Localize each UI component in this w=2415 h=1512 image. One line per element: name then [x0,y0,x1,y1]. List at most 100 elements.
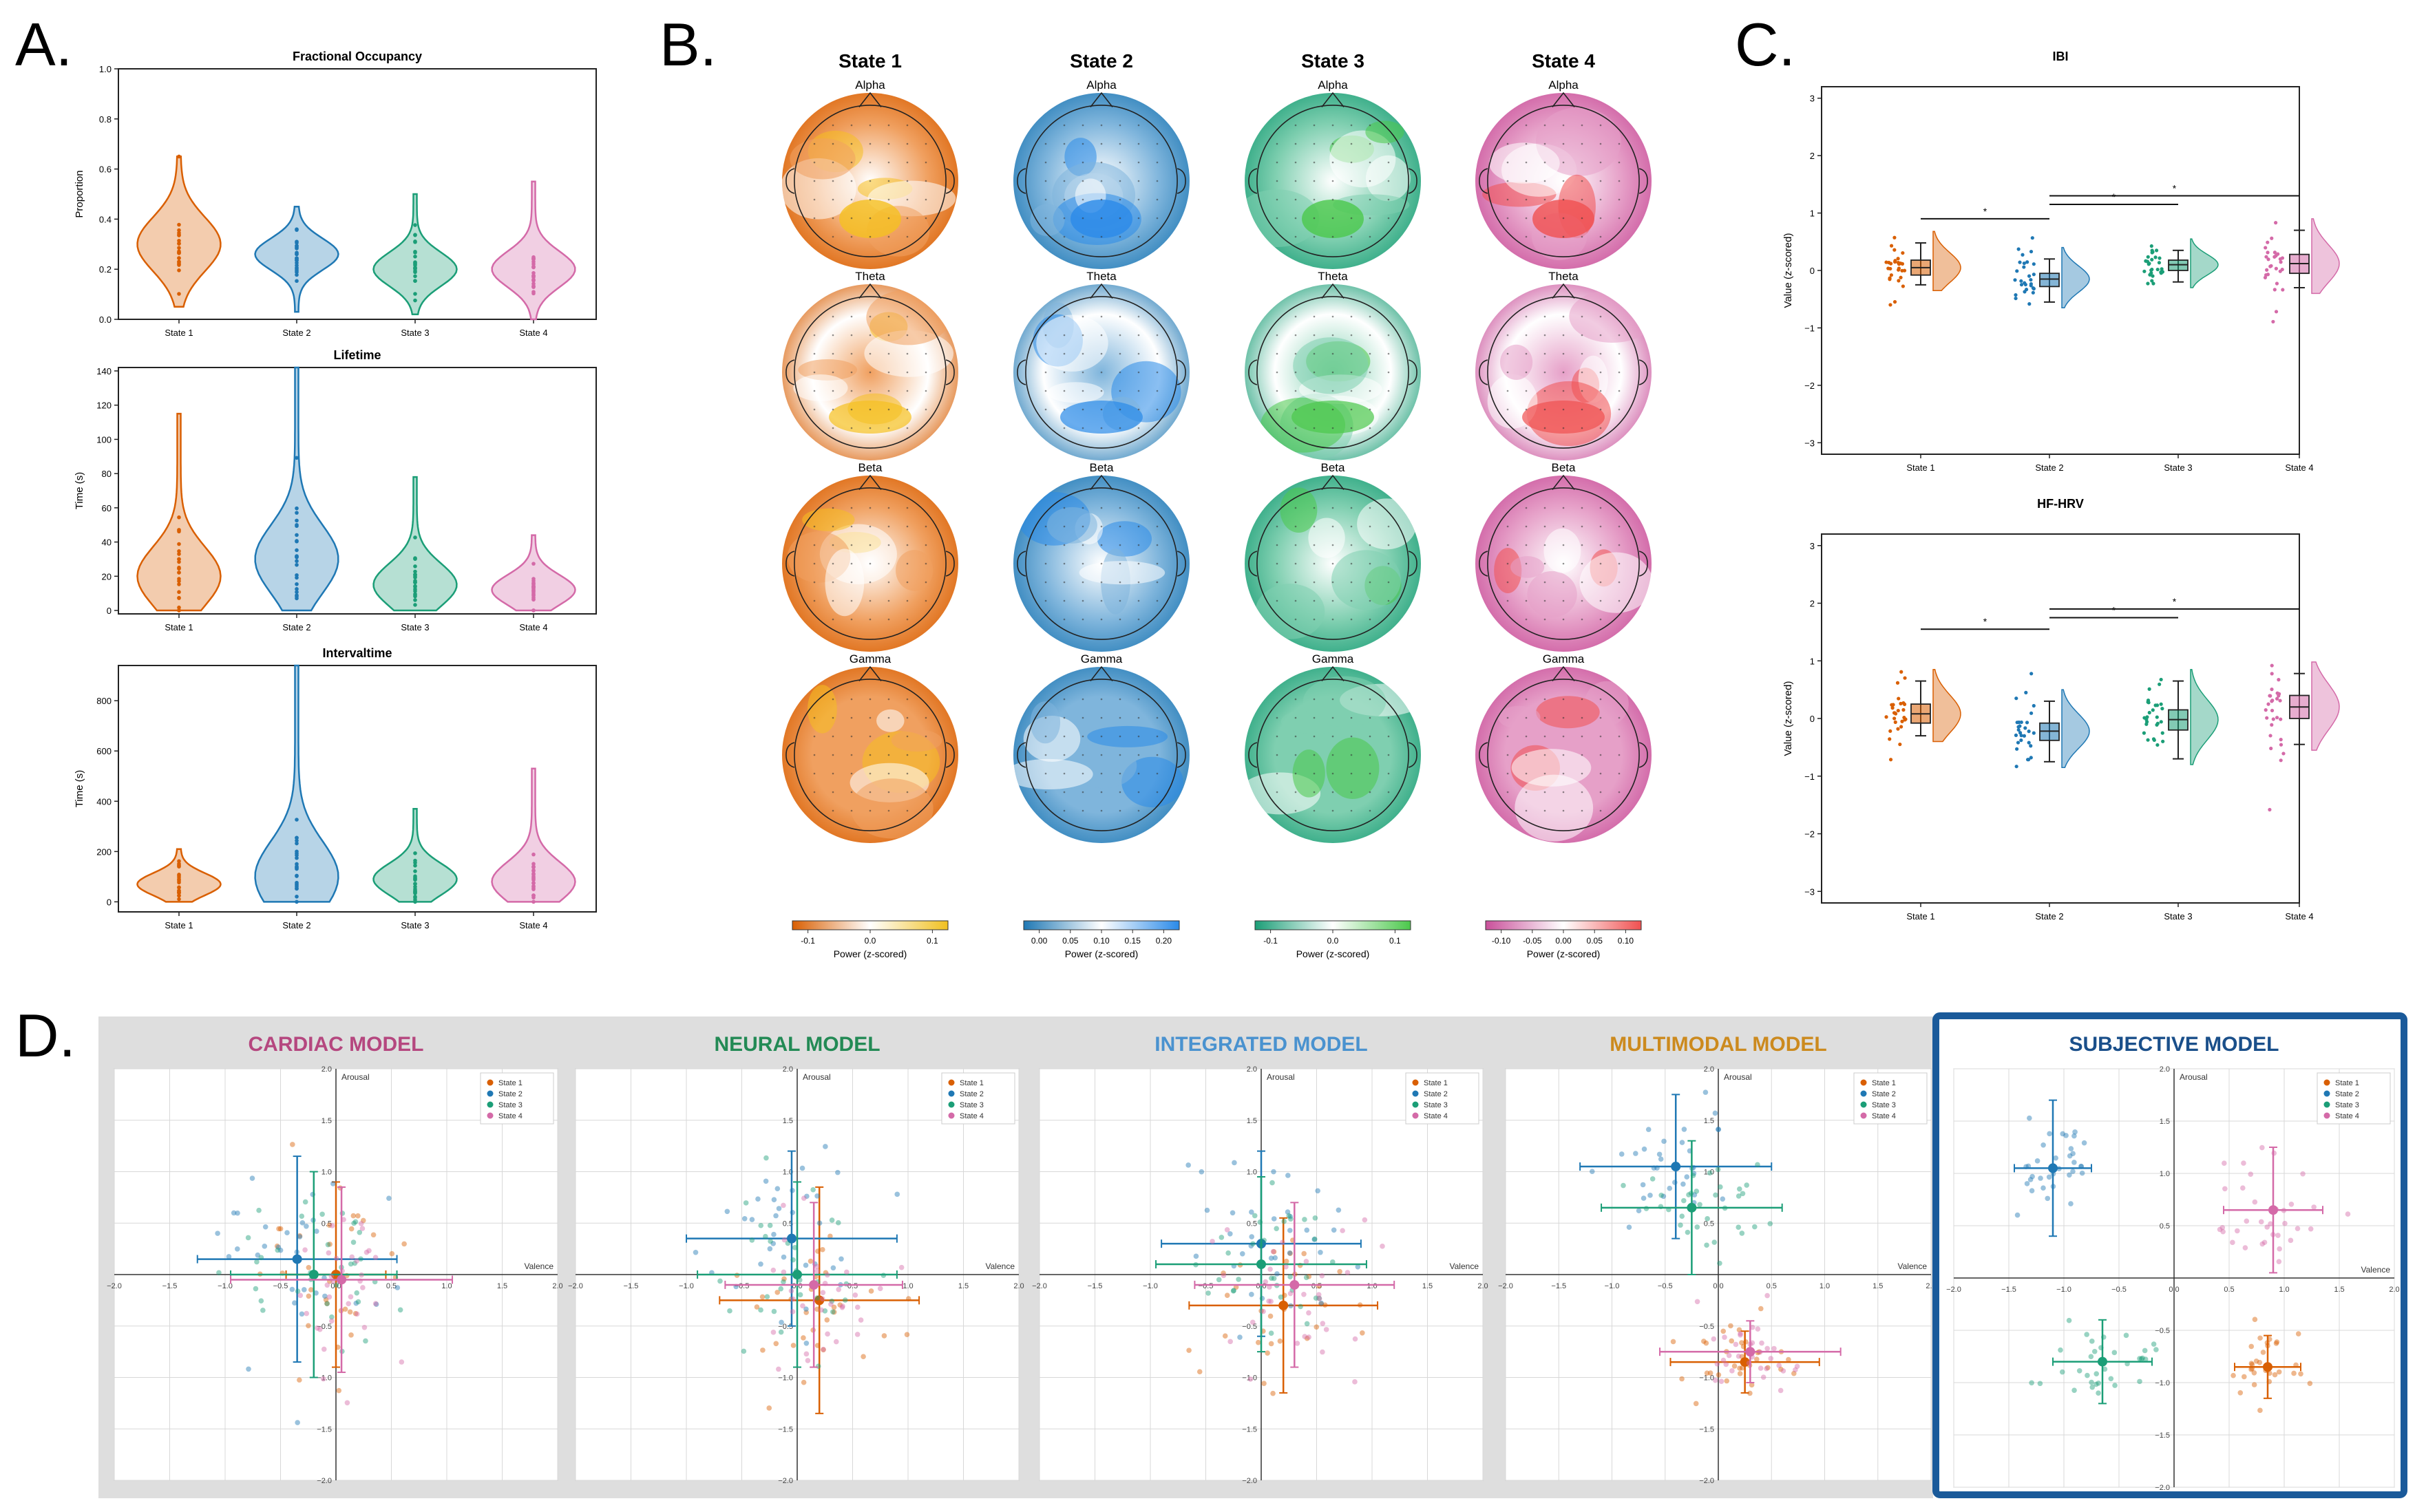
raincloud-4 [2263,218,2340,324]
electrode [850,235,853,238]
head-outline [1256,296,1409,449]
topomap-blob [864,330,954,377]
electrode [1369,315,1371,318]
electrode [1156,544,1159,546]
model-point [790,1257,796,1263]
raincloud-point [2018,724,2022,728]
electrode [1276,352,1278,355]
electrode [1082,235,1084,238]
electrode [832,315,834,318]
electrode [813,217,816,220]
model-point [2037,1381,2043,1387]
model-point [1765,1365,1771,1371]
nose-outline [1552,474,1575,490]
colorbar-tick-label: 0.10 [1618,936,1634,946]
electrode [869,698,872,701]
x-tick-label: 2.0 [1477,1282,1488,1290]
model-point [2038,1175,2043,1181]
electrode [1063,507,1066,509]
electrode [1331,217,1334,220]
electrode [1082,562,1084,565]
half-violin [2311,661,2340,751]
model-point [1219,1235,1225,1240]
model-point [306,1323,311,1329]
electrode [1331,315,1334,318]
electrode [1156,599,1159,602]
violin-point [531,588,536,593]
raincloud-point [2270,672,2274,676]
violin-point [413,863,417,868]
ear-left [785,551,795,577]
colorbar-tick-label: 0.0 [865,936,876,946]
electrode [1581,235,1583,238]
raincloud-point [1900,262,1905,266]
legend-label: State 4 [2335,1112,2359,1120]
electrode [1599,180,1602,182]
model-point [1274,1226,1279,1231]
model-point [2108,1376,2114,1382]
topomap-blob [1522,401,1605,434]
model-point [1355,1264,1361,1270]
raincloud-point [2018,260,2022,264]
y-tick-label: −1.5 [778,1425,793,1434]
electrode [850,142,853,145]
nose-outline [1552,666,1575,681]
model-point [814,1193,820,1199]
violin-point [295,559,299,564]
raincloud-point [2274,266,2278,270]
violin-point [413,889,417,894]
model-point [2248,1367,2254,1372]
model-point [1302,1334,1308,1339]
electrode [1562,235,1565,238]
electrode [850,716,853,719]
electrode [869,217,872,220]
model-point [2111,1350,2118,1356]
topomap-blob [1498,705,1541,730]
colorbar-label: Power (z-scored) [834,948,907,959]
y-tick-label: 2.0 [1247,1065,1257,1074]
y-tick-label: 1.0 [783,1169,793,1177]
electrode [1525,390,1528,392]
significance-star: * [1983,206,1987,217]
model-point [758,1307,763,1313]
electrode [1599,334,1602,337]
colorbar-tick-label: 0.00 [1031,936,1048,946]
model-point [1287,1213,1294,1220]
legend-marker [2323,1101,2330,1108]
model-point [2089,1379,2094,1385]
x-tick-label: State 1 [1906,462,1934,473]
electrode [1331,161,1334,164]
electrode [1369,525,1371,528]
model-point [363,1338,368,1344]
violin-point [531,284,536,289]
legend-marker [948,1112,955,1119]
electrode [1313,772,1316,775]
ear-left [1479,359,1488,385]
electrode [1331,581,1334,584]
electrode [906,124,909,127]
model-point [844,1269,850,1275]
model-point [1618,1151,1625,1157]
model-point [350,1239,357,1245]
electrode [1331,544,1334,546]
model-state-2 [1579,1089,1773,1239]
raincloud-point [2155,715,2159,719]
raincloud-point [2275,716,2279,720]
raincloud-point [2017,720,2021,725]
model-point [1261,1308,1266,1314]
model-point [324,1301,330,1306]
electrode [1276,599,1278,602]
model-point [1751,1224,1758,1230]
electrode [1156,408,1159,411]
state-centroid [1687,1202,1697,1213]
electrode [1044,562,1047,565]
raincloud-point [2027,730,2031,734]
electrode [887,507,890,509]
electrode [887,809,890,812]
raincloud-point [2029,711,2034,715]
raincloud-point [1892,235,1897,239]
electrode [1331,198,1334,201]
electrode [850,791,853,794]
raincloud-point [1899,670,1903,674]
raincloud-point [2160,707,2164,711]
